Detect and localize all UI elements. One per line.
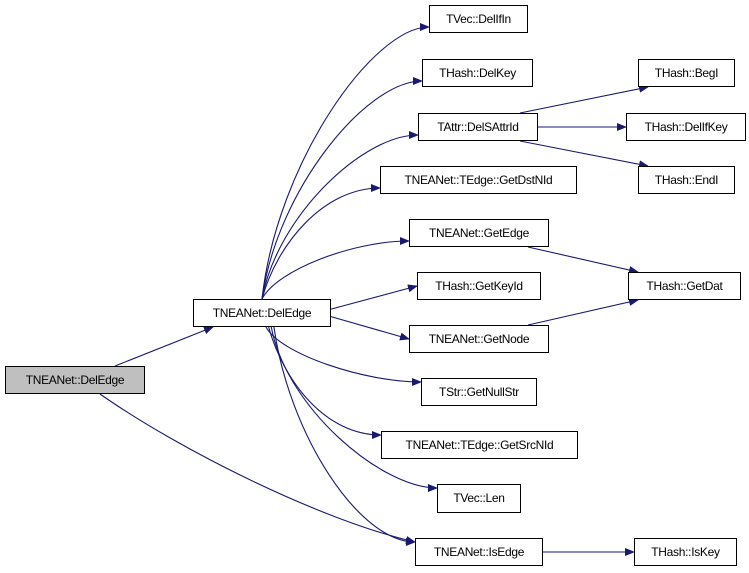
- node-tneanet-getedge[interactable]: TNEANet::GetEdge: [409, 219, 549, 247]
- node-tedge-getsrcnid[interactable]: TNEANet::TEdge::GetSrcNId: [381, 431, 578, 459]
- node-thash-iskey[interactable]: THash::IsKey: [634, 538, 737, 566]
- edge-getedge-to-getdat: [527, 246, 639, 274]
- edge-deledge-to-getedge: [261, 237, 410, 300]
- edge-deledge-to-getnull: [265, 326, 422, 386]
- node-thash-getdat[interactable]: THash::GetDat: [628, 272, 741, 300]
- edge-deledge-to-len: [270, 326, 438, 492]
- edge-deledge-to-getnode: [330, 316, 410, 341]
- edge-deledge-to-getdst: [261, 184, 381, 300]
- node-tneanet-getnode[interactable]: TNEANet::GetNode: [409, 325, 549, 353]
- node-tvec-len[interactable]: TVec::Len: [437, 484, 521, 513]
- edge-deledge-to-getsrc: [268, 326, 382, 439]
- edge-deledge-to-delifin: [261, 23, 430, 300]
- node-tvec-delifin[interactable]: TVec::DelIfIn: [429, 5, 528, 33]
- node-thash-delifkey[interactable]: THash::DelIfKey: [626, 113, 746, 141]
- edge-root-to-isedge: [99, 393, 416, 544]
- edge-deledge-to-delkey: [261, 77, 423, 300]
- node-thash-getkeyid[interactable]: THash::GetKeyId: [417, 272, 541, 300]
- node-thash-delkey[interactable]: THash::DelKey: [422, 59, 533, 87]
- node-root-tneanet-deledge: TNEANet::DelEdge: [5, 366, 145, 394]
- node-tedge-getdstnid[interactable]: TNEANet::TEdge::GetDstNId: [380, 166, 577, 194]
- edge-deledge-to-delsattr: [261, 131, 419, 300]
- edge-deledge-to-isedge: [273, 326, 416, 546]
- edge-delsattr-to-begi: [519, 84, 649, 114]
- edge-root-to-deledge: [114, 326, 214, 367]
- node-thash-begi[interactable]: THash::BegI: [638, 59, 735, 87]
- edge-deledge-to-getkeyid: [330, 284, 418, 310]
- node-tneanet-deledge[interactable]: TNEANet::DelEdge: [193, 299, 331, 327]
- node-tattr-delsattrid[interactable]: TAttr::DelSAttrId: [418, 113, 538, 141]
- node-thash-endi[interactable]: THash::EndI: [638, 166, 735, 194]
- node-tstr-getnullstr[interactable]: TStr::GetNullStr: [421, 378, 537, 406]
- edge-delsattr-to-endi: [519, 140, 649, 169]
- node-tneanet-isedge[interactable]: TNEANet::IsEdge: [415, 538, 543, 566]
- edge-getnode-to-getdat: [527, 298, 639, 326]
